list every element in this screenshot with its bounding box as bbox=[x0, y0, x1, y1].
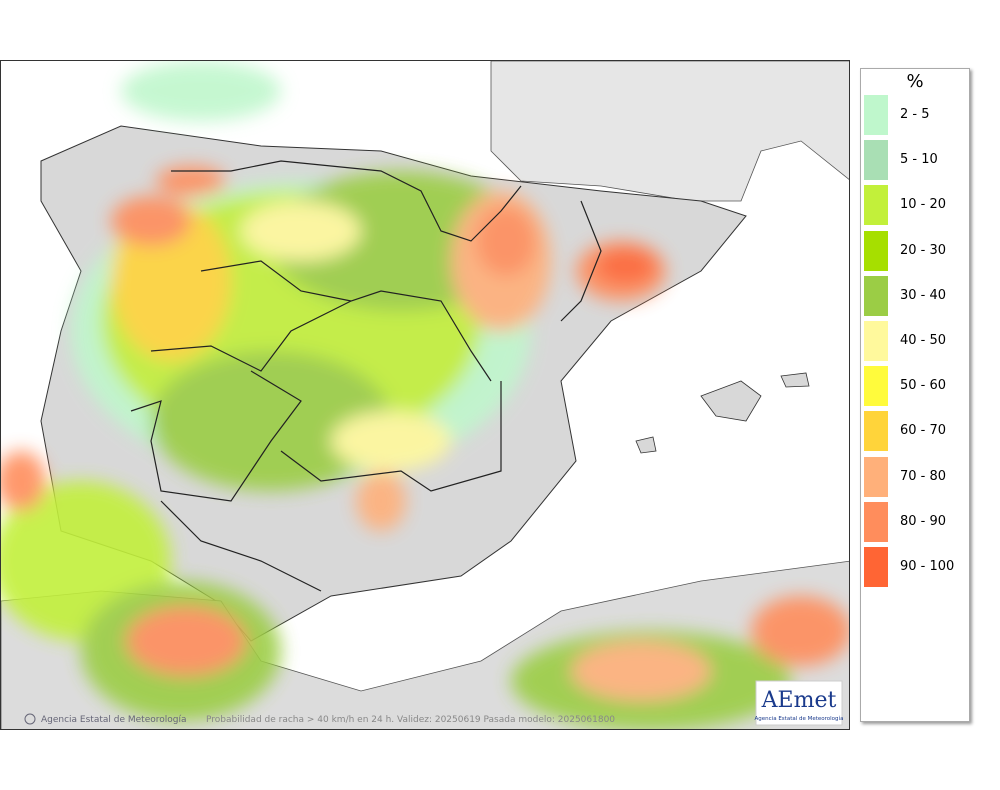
legend-item: 5 - 10 bbox=[864, 140, 968, 181]
legend-swatch bbox=[864, 547, 888, 587]
copyright-icon bbox=[24, 713, 36, 725]
legend-swatch bbox=[864, 366, 888, 407]
legend-label: 70 - 80 bbox=[900, 468, 947, 484]
legend-swatch bbox=[864, 140, 888, 181]
legend-item: 90 - 100 bbox=[864, 547, 968, 587]
legend-label: 40 - 50 bbox=[900, 333, 947, 348]
legend-item: 80 - 90 bbox=[864, 501, 968, 542]
legend-label: 10 - 20 bbox=[900, 197, 947, 213]
legend-swatch bbox=[864, 321, 888, 361]
caption-text: Probabilidad de racha > 40 km/h en 24 h.… bbox=[206, 715, 615, 725]
legend-item: 2 - 5 bbox=[864, 95, 968, 135]
legend-label: 80 - 90 bbox=[900, 513, 947, 529]
legend-label: 60 - 70 bbox=[900, 423, 947, 439]
legend-swatch bbox=[864, 230, 888, 271]
probability-field bbox=[1, 61, 849, 729]
legend-item: 60 - 70 bbox=[864, 411, 968, 452]
agency-text: Agencia Estatal de Meteorología bbox=[41, 715, 187, 725]
land-france bbox=[490, 61, 849, 202]
legend-swatch bbox=[864, 456, 888, 497]
legend-label: 90 - 100 bbox=[900, 559, 955, 574]
legend-label: 30 - 40 bbox=[900, 287, 947, 303]
legend-label: 5 - 10 bbox=[900, 152, 938, 168]
legend-label: 50 - 60 bbox=[900, 378, 947, 394]
legend-item: 70 - 80 bbox=[864, 456, 968, 497]
logo-name: AEmet bbox=[761, 688, 837, 713]
legend-item: 10 - 20 bbox=[864, 185, 968, 226]
legend-swatch bbox=[864, 275, 888, 316]
map-canvas: AEmet Agencia Estatal de Meteorología Ag… bbox=[1, 61, 849, 729]
legend-item: 50 - 60 bbox=[864, 366, 968, 407]
region-borders bbox=[130, 160, 602, 592]
legend-swatch bbox=[864, 95, 888, 135]
legend-title: % bbox=[906, 71, 924, 92]
legend-label: 20 - 30 bbox=[900, 242, 947, 258]
legend-swatch bbox=[864, 501, 888, 542]
legend-label: 2 - 5 bbox=[900, 107, 930, 122]
legend-item: 30 - 40 bbox=[864, 275, 968, 316]
map: AEmet Agencia Estatal de Meteorología Ag… bbox=[0, 60, 850, 730]
legend-swatch bbox=[864, 411, 888, 452]
logo-subtitle: Agencia Estatal de Meteorología bbox=[755, 715, 844, 722]
land-islands bbox=[635, 372, 810, 454]
legend: % 2 - 5 5 - 10 10 - 20 20 - 30 30 - 40 40 - 5… bbox=[860, 68, 970, 722]
logo-box bbox=[755, 680, 843, 726]
legend-item: 20 - 30 bbox=[864, 230, 968, 271]
logo: AEmet Agencia Estatal de Meteorología bbox=[755, 680, 844, 726]
legend-item: 40 - 50 bbox=[864, 321, 968, 361]
legend-swatch bbox=[864, 185, 888, 226]
